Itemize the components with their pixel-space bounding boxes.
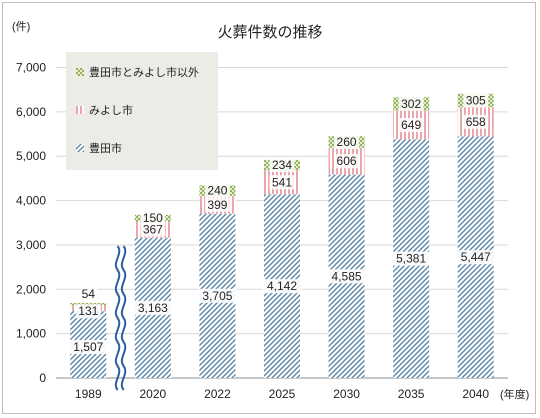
y-tick-label: 0	[39, 371, 46, 385]
data-label-bg	[269, 158, 295, 173]
legend-label: 豊田市とみよし市以外	[89, 65, 199, 79]
data-label: 1,507	[73, 340, 103, 354]
data-label-bg	[334, 154, 360, 169]
data-label: 399	[207, 198, 227, 212]
legend-swatch	[76, 144, 84, 152]
data-label: 150	[143, 211, 163, 225]
data-label: 606	[337, 154, 357, 168]
data-label-bg	[204, 197, 230, 212]
y-tick-label: 2,000	[16, 282, 46, 296]
data-label-bg	[68, 340, 108, 354]
x-tick-label: 1989	[75, 387, 102, 401]
data-label-bg	[140, 211, 166, 226]
data-label-bg	[463, 114, 489, 129]
x-tick-label: 2022	[204, 387, 231, 401]
legend-swatch	[76, 106, 84, 114]
y-tick-label: 6,000	[16, 105, 46, 119]
data-label: 234	[272, 158, 292, 172]
data-label: 54	[82, 287, 96, 301]
data-label: 3,705	[202, 289, 232, 303]
x-axis-unit-label: (年度)	[500, 387, 529, 401]
data-label-bg	[197, 288, 237, 303]
data-label-bg	[398, 117, 424, 132]
data-label-bg	[269, 175, 295, 190]
data-label: 658	[466, 115, 486, 129]
data-label: 4,142	[267, 279, 297, 293]
data-label: 367	[143, 223, 163, 237]
data-label: 302	[401, 97, 421, 111]
axis-break-line	[120, 245, 127, 391]
data-label-bg	[456, 250, 496, 265]
x-tick-label: 2020	[140, 387, 167, 401]
y-tick-label: 1,000	[16, 327, 46, 341]
data-label: 5,381	[396, 252, 426, 266]
data-label-bg	[334, 134, 360, 149]
data-label: 260	[337, 135, 357, 149]
chart-title: 火葬件数の推移	[217, 24, 322, 41]
data-label: 240	[207, 184, 227, 198]
data-label-bg	[133, 300, 173, 315]
data-label: 131	[78, 304, 98, 318]
y-tick-label: 7,000	[16, 61, 46, 75]
axis-break-mark	[114, 245, 127, 391]
data-label-bg	[79, 286, 98, 301]
data-label-bg	[204, 183, 230, 198]
x-axis-ticks: 1989 2020 2022 2025 2030 2035 2040	[75, 387, 489, 401]
x-tick-label: 2035	[398, 387, 425, 401]
data-label: 541	[272, 175, 292, 189]
y-tick-label: 3,000	[16, 238, 46, 252]
data-label-bg	[398, 96, 424, 111]
x-tick-label: 2025	[269, 387, 296, 401]
legend-label: 豊田市	[89, 141, 122, 155]
data-label-bg	[327, 269, 367, 284]
x-tick-label: 2040	[462, 387, 489, 401]
data-label: 649	[401, 118, 421, 132]
data-label-bg	[262, 279, 302, 294]
bar-segment	[70, 302, 107, 306]
data-label: 3,163	[138, 301, 168, 315]
data-label-bg	[140, 222, 166, 237]
legend-box	[66, 52, 218, 170]
x-tick-label: 2030	[333, 387, 360, 401]
data-label: 4,585	[332, 269, 362, 283]
data-label-bg	[391, 251, 431, 266]
data-label-bg	[75, 304, 101, 319]
legend-label: みよし市	[89, 103, 133, 117]
y-axis-ticks: 0 1,000 2,000 3,000 4,000 5,000 6,000 7,000	[16, 61, 46, 386]
axis-break-line	[114, 245, 121, 391]
y-tick-label: 5,000	[16, 149, 46, 163]
data-label: 5,447	[461, 250, 491, 264]
y-tick-label: 4,000	[16, 194, 46, 208]
data-label-bg	[463, 93, 489, 108]
y-axis-unit-label: (件)	[12, 20, 30, 33]
data-label: 305	[466, 93, 486, 107]
legend-swatch	[76, 68, 84, 76]
